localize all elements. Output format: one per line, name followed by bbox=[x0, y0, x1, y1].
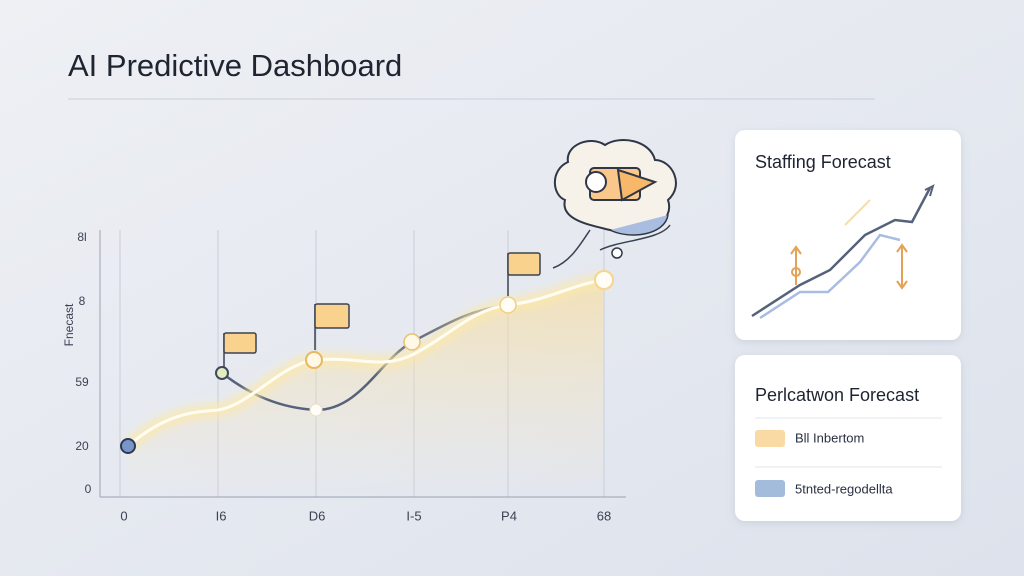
y-tick-label: 20 bbox=[75, 439, 89, 453]
staffing-line bbox=[751, 187, 932, 318]
y-tick-label: 0 bbox=[85, 482, 92, 496]
flag bbox=[507, 252, 541, 276]
legend-label: 5tnted-regodellta bbox=[795, 481, 893, 496]
forecast-line bbox=[127, 278, 605, 448]
staffing-line bbox=[844, 199, 871, 226]
actual-line bbox=[221, 303, 509, 412]
legend-label: Bll Inbertom bbox=[795, 430, 864, 445]
point bbox=[499, 296, 517, 314]
legend-swatch bbox=[755, 480, 785, 497]
x-tick-label: D6 bbox=[309, 508, 326, 523]
x-tick-label: 0 bbox=[120, 508, 127, 523]
card-title: Staffing Forecast bbox=[755, 152, 891, 172]
arrow-head bbox=[924, 184, 935, 197]
x-tick-label: P4 bbox=[501, 508, 517, 523]
point bbox=[215, 366, 229, 380]
brain-illustration bbox=[552, 139, 677, 269]
x-tick-label: 68 bbox=[597, 508, 611, 523]
point bbox=[309, 403, 323, 417]
point bbox=[120, 438, 136, 454]
card bbox=[735, 355, 961, 521]
brain-arrow bbox=[616, 168, 658, 202]
points bbox=[120, 270, 614, 454]
point bbox=[305, 351, 323, 369]
x-tick-labels: 0 I6 D6 I-5 P4 68 bbox=[120, 508, 611, 523]
range-markers bbox=[790, 243, 908, 290]
point bbox=[403, 333, 421, 351]
y-tick-label: 59 bbox=[75, 375, 89, 389]
brain-dot bbox=[611, 247, 623, 259]
brain-stem bbox=[609, 214, 669, 236]
x-tick-label: I6 bbox=[216, 508, 227, 523]
card-title: Perlcatwon Forecast bbox=[755, 385, 919, 405]
y-tick-label: 8l bbox=[77, 230, 86, 244]
card bbox=[735, 130, 961, 340]
y-axis-label: Fnecast bbox=[62, 303, 76, 346]
connector bbox=[599, 224, 671, 251]
point bbox=[594, 270, 614, 290]
y-tick-labels: 8l 8 59 20 0 bbox=[75, 230, 91, 496]
y-tick-label: 8 bbox=[79, 294, 86, 308]
arrow bbox=[552, 229, 591, 269]
legend-swatch bbox=[755, 430, 785, 447]
flag bbox=[223, 332, 257, 354]
forecast-area bbox=[128, 280, 604, 497]
page-title: AI Predictive Dashboard bbox=[68, 48, 402, 83]
flags bbox=[223, 252, 541, 368]
flag bbox=[314, 303, 350, 329]
x-tick-label: I-5 bbox=[406, 508, 421, 523]
brain-eye bbox=[585, 171, 607, 193]
staffing-line bbox=[759, 233, 901, 320]
